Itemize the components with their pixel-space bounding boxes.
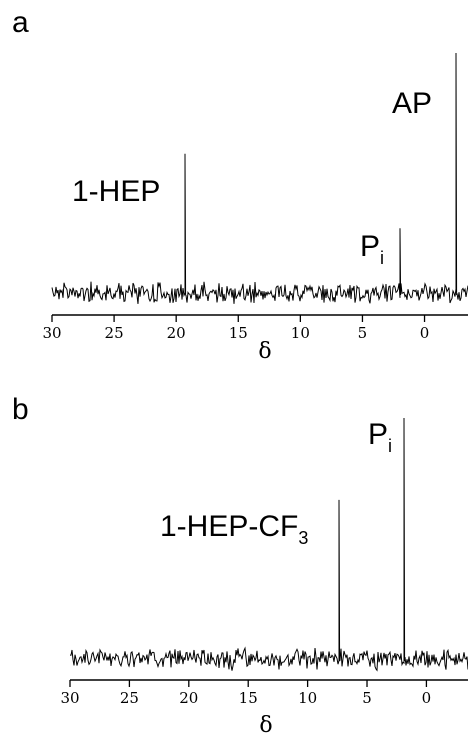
panel-a-x-axis-title: δ xyxy=(258,339,271,364)
panel-a-peak-label-ap: AP xyxy=(392,87,432,120)
x-tick-label-5: 5 xyxy=(362,689,372,707)
panel-a: a 30 25 20 15 10 5 0 δ 1-HEP Pi AP xyxy=(12,6,468,364)
panel-a-peak-label-pi: Pi xyxy=(360,230,384,268)
x-tick-label-10: 10 xyxy=(291,324,310,342)
x-tick-label-25: 25 xyxy=(105,324,124,342)
panel-b-letter: b xyxy=(12,393,29,426)
x-tick-label-25: 25 xyxy=(120,689,139,707)
x-tick-label-15: 15 xyxy=(229,324,248,342)
x-tick-label-0: 0 xyxy=(420,324,430,342)
panel-a-letter: a xyxy=(12,6,29,39)
panel-b-x-axis-title: δ xyxy=(259,713,272,738)
panel-b-peak-label-pi: Pi xyxy=(368,418,392,456)
x-tick-label-0: 0 xyxy=(422,689,432,707)
panel-a-peak-label-1-hep: 1-HEP xyxy=(72,175,160,208)
panel-b-peak-label-1-hep-cf3: 1-HEP-CF3 xyxy=(160,510,308,548)
x-tick-label-20: 20 xyxy=(167,324,186,342)
panel-a-spectrum-trace xyxy=(51,52,468,304)
x-tick-label-20: 20 xyxy=(179,689,198,707)
x-tick-label-30: 30 xyxy=(42,324,61,342)
panel-b-x-ticks: 30 25 20 15 10 5 0 xyxy=(60,680,431,707)
x-tick-label-5: 5 xyxy=(358,324,368,342)
panel-b: b 30 25 20 15 10 5 0 δ 1-HEP-CF3 Pi xyxy=(12,393,468,738)
panel-a-x-ticks: 30 25 20 15 10 5 0 xyxy=(42,315,429,342)
x-tick-label-10: 10 xyxy=(298,689,317,707)
x-tick-label-30: 30 xyxy=(60,689,79,707)
panel-b-spectrum-trace xyxy=(69,417,468,672)
x-tick-label-15: 15 xyxy=(239,689,258,707)
